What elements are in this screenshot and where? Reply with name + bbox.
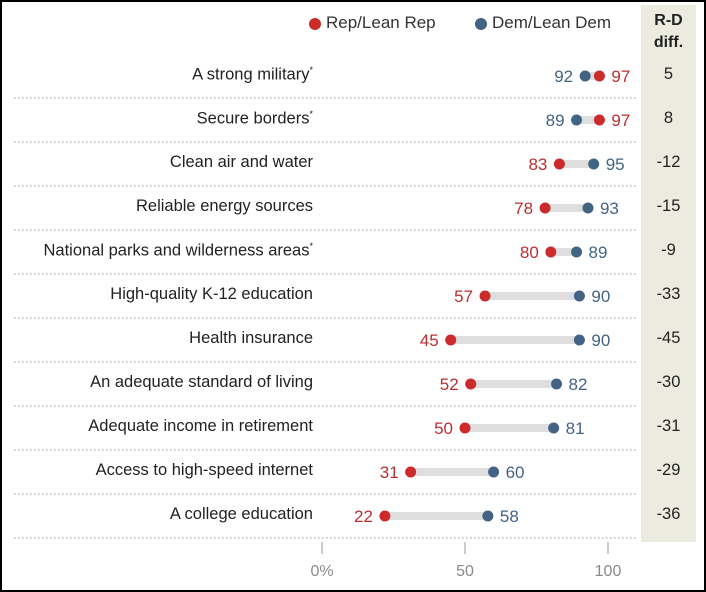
rep-value-label: 97 [611, 67, 630, 86]
x-axis-tick-label: 0% [310, 563, 333, 580]
dem-dot [548, 422, 560, 434]
diff-value: -45 [656, 329, 681, 347]
diff-value: -15 [656, 197, 681, 215]
dem-value-label: 89 [546, 111, 565, 130]
diff-value: 8 [663, 109, 674, 127]
diff-value: -31 [656, 417, 681, 435]
x-axis-tick-label: 100 [595, 563, 622, 580]
asterisk-mark: * [309, 241, 313, 251]
dem-dot [588, 158, 600, 170]
category-label: Clean air and water [169, 153, 313, 171]
rep-value-label: 80 [520, 243, 539, 262]
dem-dot [571, 246, 583, 258]
rep-dot [459, 422, 471, 434]
category-label: An adequate standard of living [90, 373, 313, 391]
dem-dot [482, 510, 494, 522]
dem-dot [582, 202, 594, 214]
dem-dot [488, 466, 500, 478]
dem-value-label: 92 [554, 67, 573, 86]
dem-value-label: 90 [591, 287, 610, 306]
rep-value-label: 22 [354, 507, 373, 526]
legend-rep-label: Rep/Lean Rep [326, 13, 436, 32]
category-label: National parks and wilderness areas* [43, 241, 314, 260]
rep-value-label: 50 [434, 419, 453, 438]
diff-value: -36 [656, 505, 681, 523]
rep-dot [593, 114, 605, 126]
diff-header-line1: R-D [654, 12, 683, 29]
category-label: A college education [169, 505, 313, 523]
category-label: A strong military* [192, 65, 313, 84]
diff-value: -33 [656, 285, 681, 303]
legend-dem-dot [475, 18, 487, 30]
rep-value-label: 78 [514, 199, 533, 218]
rep-dot [479, 290, 491, 302]
dem-value-label: 82 [569, 375, 588, 394]
asterisk-mark: * [309, 109, 313, 119]
dem-dot [579, 70, 591, 82]
category-label: Adequate income in retirement [88, 417, 313, 435]
dem-dot [573, 290, 585, 302]
diff-value: -29 [656, 461, 681, 479]
rep-dot [405, 466, 417, 478]
rep-dot [465, 378, 477, 390]
asterisk-mark: * [309, 65, 313, 75]
dem-value-label: 89 [589, 243, 608, 262]
legend-rep-dot [309, 18, 321, 30]
rep-value-label: 83 [528, 155, 547, 174]
x-axis-tick-label: 50 [456, 563, 474, 580]
dem-value-label: 90 [591, 331, 610, 350]
diff-header-line2: diff. [653, 34, 684, 51]
diff-column-background [641, 5, 696, 542]
rep-value-label: 45 [420, 331, 439, 350]
dem-value-label: 81 [566, 419, 585, 438]
dem-dot [571, 114, 583, 126]
category-label: Secure borders* [196, 109, 313, 128]
dem-dot [551, 378, 563, 390]
dem-value-label: 58 [500, 507, 519, 526]
diff-value: -9 [661, 241, 676, 259]
diff-value: -30 [656, 373, 681, 391]
rep-value-label: 57 [454, 287, 473, 306]
diff-value: -12 [656, 153, 681, 171]
diff-value: 5 [663, 65, 674, 83]
legend-dem-label: Dem/Lean Dem [492, 13, 612, 32]
rep-value-label: 52 [440, 375, 459, 394]
rep-dot [379, 510, 391, 522]
rep-value-label: 31 [380, 463, 399, 482]
dem-value-label: 95 [606, 155, 625, 174]
category-label: High-quality K-12 education [110, 285, 313, 303]
rep-dot [539, 202, 551, 214]
dem-value-label: 60 [506, 463, 525, 482]
category-label: Health insurance [189, 329, 313, 347]
rep-dot [445, 334, 457, 346]
rep-dot [553, 158, 565, 170]
category-label: Reliable energy sources [135, 197, 313, 215]
rep-value-label: 97 [611, 111, 630, 130]
rep-dot [593, 70, 605, 82]
rep-dot [545, 246, 557, 258]
dem-value-label: 93 [600, 199, 619, 218]
dem-dot [573, 334, 585, 346]
category-label: Access to high-speed internet [95, 461, 313, 479]
